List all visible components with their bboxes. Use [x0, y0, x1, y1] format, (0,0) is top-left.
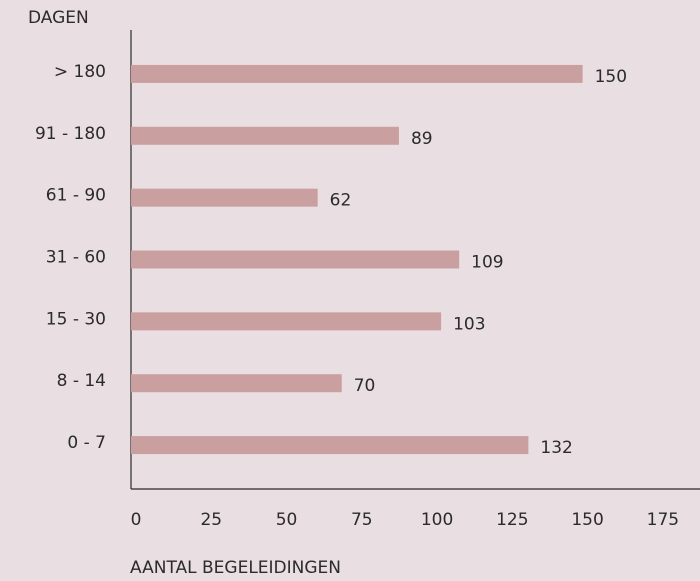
bar [131, 436, 529, 455]
y-tick-label: 31 - 60 [46, 248, 106, 268]
y-tick-label: 15 - 30 [46, 309, 106, 329]
data-label: 89 [411, 129, 433, 149]
bar [131, 374, 342, 393]
x-tick-label: 25 [200, 510, 222, 530]
x-tick-label: 125 [496, 510, 528, 530]
y-tick-label: > 180 [54, 62, 106, 82]
x-tick-label: 175 [647, 510, 679, 530]
x-tick-label: 150 [571, 510, 603, 530]
data-label: 132 [540, 438, 572, 458]
bar [131, 312, 442, 331]
y-tick-label: 0 - 7 [67, 433, 106, 453]
x-axis-title: AANTAL BEGELEIDINGEN [130, 558, 341, 578]
bar [131, 64, 583, 83]
y-axis-title: DAGEN [28, 8, 89, 28]
data-label: 70 [354, 376, 376, 396]
x-tick-label: 50 [276, 510, 298, 530]
bar [131, 250, 460, 269]
x-tick-label: 100 [421, 510, 453, 530]
x-tick-label: 75 [351, 510, 373, 530]
y-tick-label: 91 - 180 [35, 124, 106, 144]
x-tick-label: 0 [131, 510, 142, 530]
y-tick-label: 61 - 90 [46, 186, 106, 206]
bar [131, 188, 318, 207]
data-label: 103 [453, 314, 485, 334]
data-label: 150 [595, 67, 627, 87]
data-label: 109 [471, 253, 503, 273]
data-label: 62 [330, 191, 352, 211]
y-tick-label: 8 - 14 [57, 371, 106, 391]
bar [131, 126, 399, 145]
